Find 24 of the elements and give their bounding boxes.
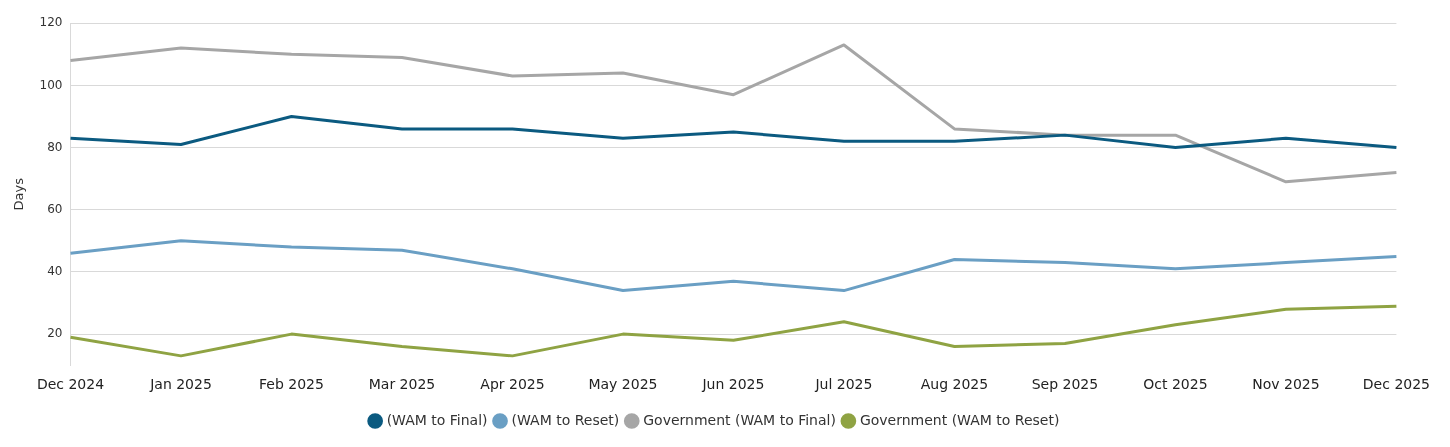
legend-label: Government (WAM to Reset) <box>859 411 1060 428</box>
x-tick-label: Jun 2025 <box>701 376 765 393</box>
legend-label: (WAM to Reset) <box>511 411 620 428</box>
y-tick-label: 100 <box>39 77 63 92</box>
y-tick-label: 40 <box>47 264 63 279</box>
x-tick-label: Mar 2025 <box>368 376 436 393</box>
x-tick-label: Sep 2025 <box>1031 376 1099 393</box>
x-tick-label: Apr 2025 <box>480 376 545 393</box>
x-tick-label: May 2025 <box>588 376 658 393</box>
y-axis-title: Days <box>11 177 27 211</box>
x-tick-label: Nov 2025 <box>1252 376 1320 393</box>
x-tick-label: Feb 2025 <box>259 376 324 393</box>
y-tick-label: 120 <box>39 15 63 30</box>
x-tick-label: Aug 2025 <box>920 376 989 393</box>
x-tick-label: Dec 2025 <box>1362 376 1430 393</box>
x-tick-label: Oct 2025 <box>1143 376 1208 393</box>
x-tick-label: Jul 2025 <box>814 376 873 393</box>
legend-label: Government (WAM to Final) <box>643 411 836 428</box>
y-tick-label: 60 <box>47 201 63 216</box>
x-tick-label: Dec 2024 <box>36 376 105 393</box>
y-tick-label: 80 <box>47 139 63 154</box>
x-tick-label: Jan 2025 <box>149 376 212 393</box>
legend-label: (WAM to Final) <box>386 411 488 428</box>
y-tick-label: 20 <box>47 326 63 341</box>
